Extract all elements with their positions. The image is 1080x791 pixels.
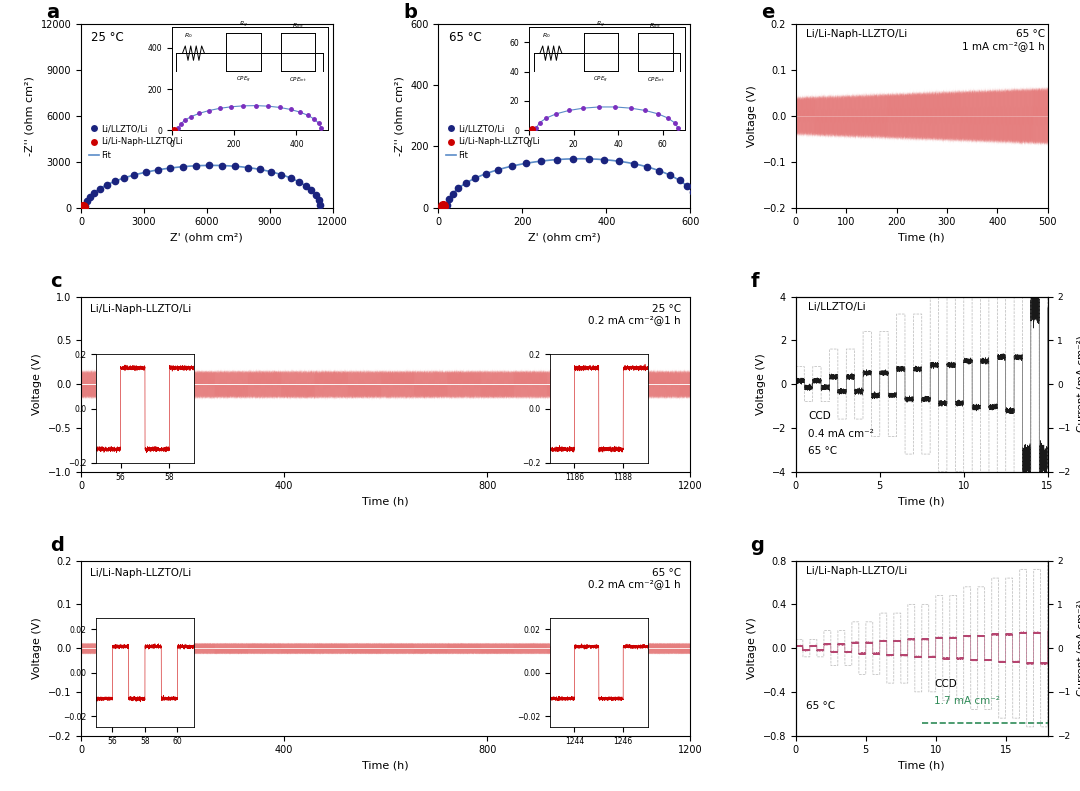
Text: Li/Li-Naph-LLZTO/Li: Li/Li-Naph-LLZTO/Li: [90, 568, 191, 577]
Y-axis label: Voltage (V): Voltage (V): [747, 617, 757, 679]
Text: 65 °C
0.2 mA cm⁻²@1 h: 65 °C 0.2 mA cm⁻²@1 h: [589, 568, 681, 589]
Text: 25 °C: 25 °C: [91, 31, 124, 44]
Legend: Li/LLZTO/Li, Li/Li-Naph-LLZTO/Li, Fit: Li/LLZTO/Li, Li/Li-Naph-LLZTO/Li, Fit: [443, 121, 543, 163]
X-axis label: Time (h): Time (h): [362, 761, 409, 771]
Y-axis label: -Z'' (ohm cm²): -Z'' (ohm cm²): [25, 76, 35, 156]
Legend: Li/LLZTO/Li, Li/Li-Naph-LLZTO/Li, Fit: Li/LLZTO/Li, Li/Li-Naph-LLZTO/Li, Fit: [85, 121, 186, 163]
Y-axis label: Voltage (V): Voltage (V): [747, 85, 757, 146]
Text: e: e: [760, 3, 774, 22]
Y-axis label: -Z'' (ohm cm²): -Z'' (ohm cm²): [394, 76, 405, 156]
Text: b: b: [403, 3, 417, 22]
Text: 65 °C: 65 °C: [448, 31, 482, 44]
Text: f: f: [751, 272, 759, 291]
X-axis label: Time (h): Time (h): [899, 761, 945, 771]
Text: 0.4 mA cm⁻²: 0.4 mA cm⁻²: [809, 429, 874, 438]
Text: 25 °C
0.2 mA cm⁻²@1 h: 25 °C 0.2 mA cm⁻²@1 h: [589, 304, 681, 325]
Text: CCD: CCD: [809, 411, 832, 421]
Text: a: a: [45, 3, 59, 22]
Text: CCD: CCD: [934, 679, 957, 689]
Y-axis label: Voltage (V): Voltage (V): [32, 617, 42, 679]
X-axis label: Time (h): Time (h): [899, 233, 945, 243]
Text: 65 °C: 65 °C: [809, 446, 838, 456]
Text: d: d: [51, 536, 65, 555]
Text: g: g: [751, 536, 765, 555]
X-axis label: Time (h): Time (h): [899, 497, 945, 507]
Text: Li/Li-Naph-LLZTO/Li: Li/Li-Naph-LLZTO/Li: [806, 566, 907, 576]
X-axis label: Time (h): Time (h): [362, 497, 409, 507]
Y-axis label: Current (mA cm⁻²): Current (mA cm⁻²): [1076, 335, 1080, 433]
Text: 65 °C: 65 °C: [806, 702, 835, 711]
X-axis label: Z' (ohm cm²): Z' (ohm cm²): [171, 233, 243, 243]
Text: 65 °C
1 mA cm⁻²@1 h: 65 °C 1 mA cm⁻²@1 h: [962, 29, 1045, 51]
Y-axis label: Current (mA cm⁻²): Current (mA cm⁻²): [1076, 600, 1080, 697]
Text: Li/LLZTO/Li: Li/LLZTO/Li: [809, 302, 866, 312]
Text: 1.7 mA cm⁻²: 1.7 mA cm⁻²: [934, 696, 1000, 706]
Text: Li/Li-Naph-LLZTO/Li: Li/Li-Naph-LLZTO/Li: [90, 304, 191, 313]
Text: c: c: [51, 272, 63, 291]
X-axis label: Z' (ohm cm²): Z' (ohm cm²): [528, 233, 600, 243]
Y-axis label: Voltage (V): Voltage (V): [32, 353, 42, 415]
Text: Li/Li-Naph-LLZTO/Li: Li/Li-Naph-LLZTO/Li: [806, 29, 907, 40]
Y-axis label: Voltage (V): Voltage (V): [756, 353, 766, 415]
